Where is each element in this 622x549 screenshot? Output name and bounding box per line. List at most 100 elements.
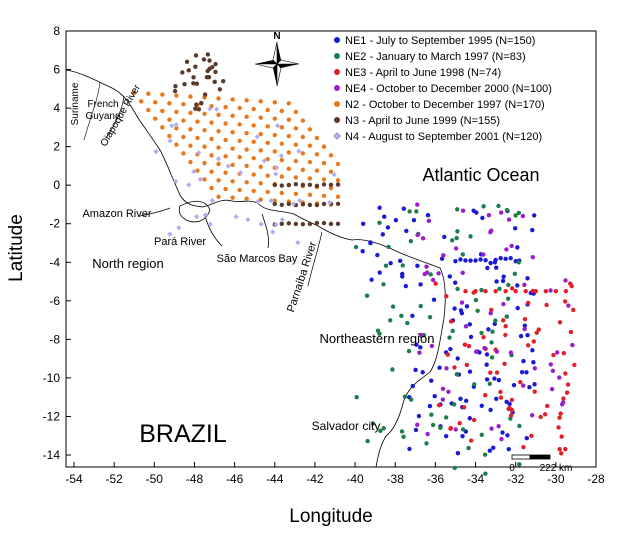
x-axis: -54 -52 -50 -48 -46 -44 -42 -40 -38 -36 -34 -32 -30 -… [65,462,605,486]
station-ne1 [463,258,468,263]
x-tick-label: -30 [547,472,565,486]
station-n2 [307,159,313,165]
station-n2 [244,98,249,103]
station-ne1 [410,313,415,319]
station-ne2 [466,445,471,451]
station-n2 [174,93,179,98]
station-ne1 [515,305,520,311]
station-n3 [335,201,341,206]
label-atlantic-ocean: Atlantic Ocean [422,165,539,185]
y-tick-label: -6 [49,294,60,308]
station-ne2 [364,293,370,298]
station-ne2 [482,452,488,457]
station-ne4 [436,271,441,276]
station-ne2 [454,235,459,241]
station-ne2 [489,340,494,345]
x-tick-label: -34 [467,472,485,486]
station-ne4 [521,383,526,388]
station-ne2 [405,320,410,326]
station-n2 [202,128,207,133]
suriname-border [83,81,101,141]
station-n4 [197,176,203,182]
station-n2 [160,125,165,130]
station-ne3 [563,446,568,452]
station-n3 [272,182,277,188]
station-ne4 [488,228,494,233]
station-n2 [300,118,306,123]
station-n2 [328,185,334,191]
station-n2 [230,162,235,168]
y-tick-label: 8 [53,24,60,38]
station-ne4 [486,212,492,218]
station-ne2 [455,286,460,292]
station-ne1 [487,448,493,453]
station-n2 [265,124,270,129]
station-n2 [230,146,235,151]
station-n2 [223,170,228,175]
station-ne3 [448,319,454,324]
station-n3 [173,83,178,89]
station-ne1 [458,396,463,401]
x-tick-label: -54 [65,472,83,486]
station-ne1 [483,257,488,263]
station-n3 [314,183,320,189]
station-n3 [202,92,208,97]
y-tick-label: 0 [53,178,60,192]
scale-bar: 0 222 km [509,454,572,474]
station-ne3 [457,421,462,426]
legend-marker [334,101,340,107]
station-ne3 [518,380,523,385]
station-ne2 [428,272,433,277]
station-n3 [184,59,190,65]
station-ne4 [417,350,422,355]
station-ne1 [403,283,409,289]
station-n2 [223,104,228,110]
label-sao-marcos-bay: São Marcos Bay [217,253,298,265]
station-ne4 [440,397,446,402]
station-n2 [307,176,313,181]
station-ne1 [518,333,524,339]
station-n2 [174,142,179,147]
station-ne2 [409,397,414,402]
station-n2 [307,127,313,132]
station-ne2 [430,422,436,428]
y-tick-label: -2 [49,217,60,231]
station-ne2 [490,329,495,334]
station-n2 [293,109,299,115]
station-ne3 [471,417,477,423]
station-n2 [335,194,341,199]
station-n2 [258,148,263,153]
station-ne3 [525,300,531,306]
station-n2 [174,109,179,115]
station-n4 [215,156,222,162]
station-ne2 [479,330,484,336]
station-ne2 [418,303,423,309]
station-ne2 [424,441,429,446]
legend-marker [333,132,341,140]
station-ne3 [572,362,577,368]
station-ne2 [381,426,386,431]
station-n4 [169,123,175,129]
station-n4 [176,225,182,231]
station-n2 [202,111,207,117]
legend-marker [334,117,340,123]
station-n3 [314,220,320,226]
station-ne1 [492,376,497,381]
station-n4 [278,153,284,159]
station-n3 [180,70,185,75]
station-n2 [216,178,221,183]
station-ne1 [375,252,380,258]
station-n2 [188,94,193,99]
station-n2 [209,185,214,191]
station-n3 [194,102,199,107]
station-ne2 [506,282,511,288]
station-n2 [153,116,158,121]
station-ne2 [438,425,443,431]
station-ne4 [424,264,429,269]
station-n2 [195,135,200,141]
station-n2 [251,156,256,161]
station-ne1 [452,306,457,311]
station-n2 [223,121,228,126]
station-ne3 [521,444,526,450]
